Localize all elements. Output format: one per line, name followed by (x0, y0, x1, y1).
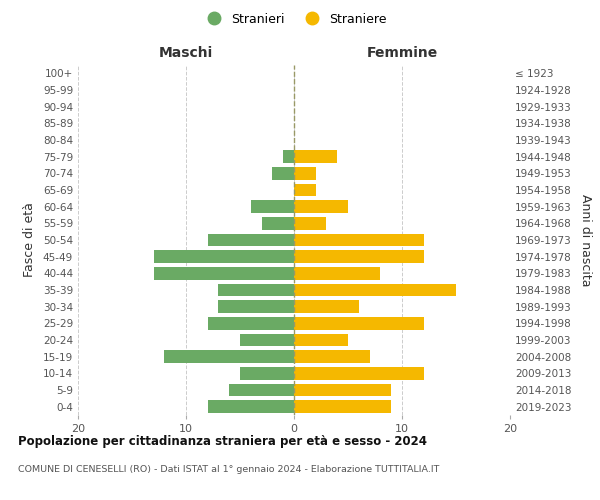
Bar (294, 317, 424, 330)
Y-axis label: Anni di nascita: Anni di nascita (578, 194, 592, 286)
Bar (262, 217, 294, 230)
Bar (294, 334, 348, 346)
Y-axis label: Fasce di età: Fasce di età (23, 202, 36, 278)
Bar (294, 234, 424, 246)
Bar (294, 150, 337, 163)
Bar (240, 334, 294, 346)
Bar (272, 167, 294, 179)
Bar (294, 300, 359, 313)
Bar (154, 250, 294, 263)
Legend: Stranieri, Straniere: Stranieri, Straniere (196, 8, 392, 30)
Text: Femmine: Femmine (367, 46, 437, 60)
Bar (154, 267, 294, 280)
Bar (208, 317, 294, 330)
Bar (294, 217, 326, 230)
Bar (294, 167, 316, 179)
Text: Popolazione per cittadinanza straniera per età e sesso - 2024: Popolazione per cittadinanza straniera p… (18, 435, 427, 448)
Bar (240, 367, 294, 380)
Bar (294, 267, 380, 280)
Bar (294, 250, 424, 263)
Bar (208, 234, 294, 246)
Bar (164, 350, 294, 363)
Bar (283, 150, 294, 163)
Bar (294, 184, 316, 196)
Bar (294, 384, 391, 396)
Bar (294, 350, 370, 363)
Bar (294, 367, 424, 380)
Bar (294, 284, 456, 296)
Bar (218, 284, 294, 296)
Bar (229, 384, 294, 396)
Bar (208, 400, 294, 413)
Bar (218, 300, 294, 313)
Text: COMUNE DI CENESELLI (RO) - Dati ISTAT al 1° gennaio 2024 - Elaborazione TUTTITAL: COMUNE DI CENESELLI (RO) - Dati ISTAT al… (18, 465, 439, 474)
Bar (294, 200, 348, 213)
Bar (294, 400, 391, 413)
Text: Maschi: Maschi (159, 46, 213, 60)
Bar (251, 200, 294, 213)
